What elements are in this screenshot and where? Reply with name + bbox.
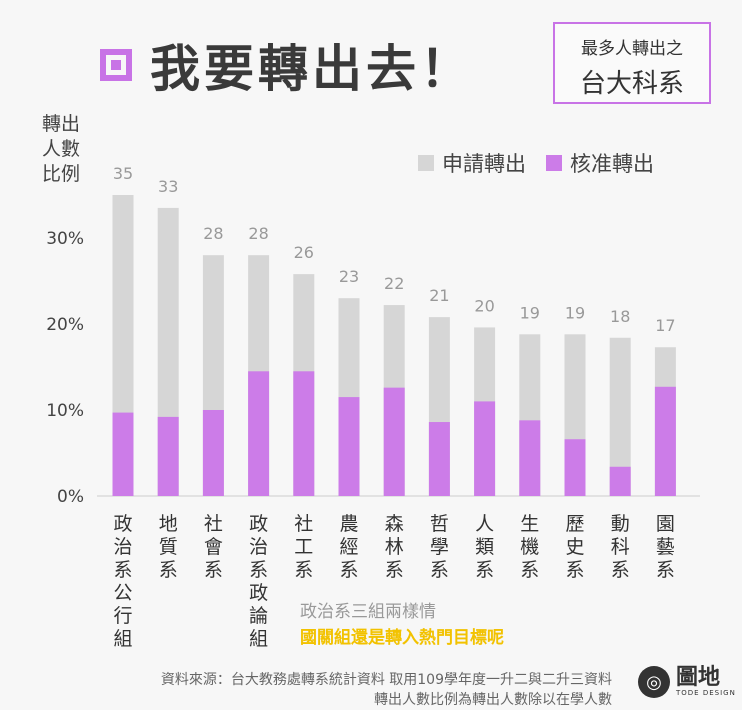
legend-label-approved: 核准轉出: [570, 152, 654, 176]
logo-subtext: TODE DESIGN: [676, 689, 736, 697]
data-label: 19: [565, 303, 585, 322]
bar-approved: [293, 371, 315, 496]
bar-approved: [519, 420, 541, 496]
subject-tag-line1: 最多人轉出之: [581, 39, 683, 59]
bar-approved: [157, 416, 179, 496]
y-tick-label: 0%: [57, 487, 84, 507]
source-line1: 資料來源：台大教務處轉系統計資料 取用109學年度一升二與二升三資料: [160, 672, 612, 688]
legend-swatch-applied: [418, 155, 434, 171]
x-tick-label: 社工系: [294, 513, 313, 581]
x-tick-label: 動科系: [611, 513, 630, 581]
data-label: 19: [520, 303, 540, 322]
title-square-icon: [100, 49, 132, 81]
subject-tag-line2: 台大科系: [579, 69, 684, 99]
legend-label-applied: 申請轉出: [442, 152, 526, 176]
bar-approved: [654, 386, 676, 496]
logo-mark-icon: ◎: [638, 666, 670, 698]
data-label: 22: [384, 274, 404, 293]
y-tick-label: 30%: [46, 229, 84, 249]
data-label: 33: [158, 177, 178, 196]
logo-text: 圖地: [676, 665, 721, 690]
annotation-note: 政治系三組兩樣情: [300, 602, 436, 622]
x-tick-label: 政治系公行組: [113, 513, 132, 650]
x-tick-label: 人類系: [475, 513, 494, 581]
bar-approved: [564, 439, 586, 496]
bar-approved: [248, 371, 270, 496]
y-tick-label: 20%: [46, 315, 84, 335]
bar-applied: [609, 337, 631, 496]
bar-approved: [338, 397, 360, 496]
source-line2: 轉出人數比例為轉出人數除以在學人數: [374, 692, 612, 708]
page-title: 我要轉出去！: [150, 40, 474, 98]
x-tick-label: 森林系: [385, 513, 404, 581]
y-axis-label: 轉出人數比例: [42, 113, 81, 185]
x-tick-label: 社會系: [204, 513, 223, 581]
legend-item-approved: 核准轉出: [546, 148, 654, 178]
x-tick-label: 生機系: [520, 513, 539, 581]
bar-approved: [383, 387, 405, 496]
legend-swatch-approved: [546, 155, 562, 171]
y-tick-label: 10%: [46, 401, 84, 421]
data-label: 21: [429, 286, 449, 305]
logo: ◎ 圖地 TODE DESIGN: [638, 666, 736, 698]
x-tick-label: 哲學系: [430, 513, 449, 581]
subject-tag: 最多人轉出之 台大科系: [553, 22, 711, 104]
bar-approved: [428, 422, 450, 496]
source-note: 資料來源：台大教務處轉系統計資料 取用109學年度一升二與二升三資料 轉出人數比…: [120, 670, 612, 710]
data-label: 20: [474, 296, 494, 315]
x-tick-label: 地質系: [159, 513, 178, 581]
data-label: 26: [294, 243, 314, 262]
bar-approved: [112, 412, 134, 496]
data-label: 23: [339, 267, 359, 286]
legend-item-applied: 申請轉出: [418, 148, 526, 178]
data-label: 18: [610, 307, 630, 326]
x-tick-label: 農經系: [339, 513, 358, 581]
x-tick-label: 政治系政論組: [249, 513, 268, 650]
title-row: 我要轉出去！: [100, 30, 474, 100]
annotation-highlight: 國關組還是轉入熱門目標呢: [300, 628, 504, 648]
x-tick-label: 歷史系: [565, 513, 584, 581]
data-label: 35: [113, 164, 133, 183]
bar-approved: [202, 410, 224, 496]
data-label: 17: [655, 316, 675, 335]
x-tick-label: 園藝系: [656, 513, 675, 581]
legend: 申請轉出 核准轉出: [418, 148, 674, 178]
bar-approved: [609, 466, 631, 496]
data-label: 28: [203, 224, 223, 243]
bar-approved: [474, 401, 496, 496]
data-label: 28: [248, 224, 268, 243]
